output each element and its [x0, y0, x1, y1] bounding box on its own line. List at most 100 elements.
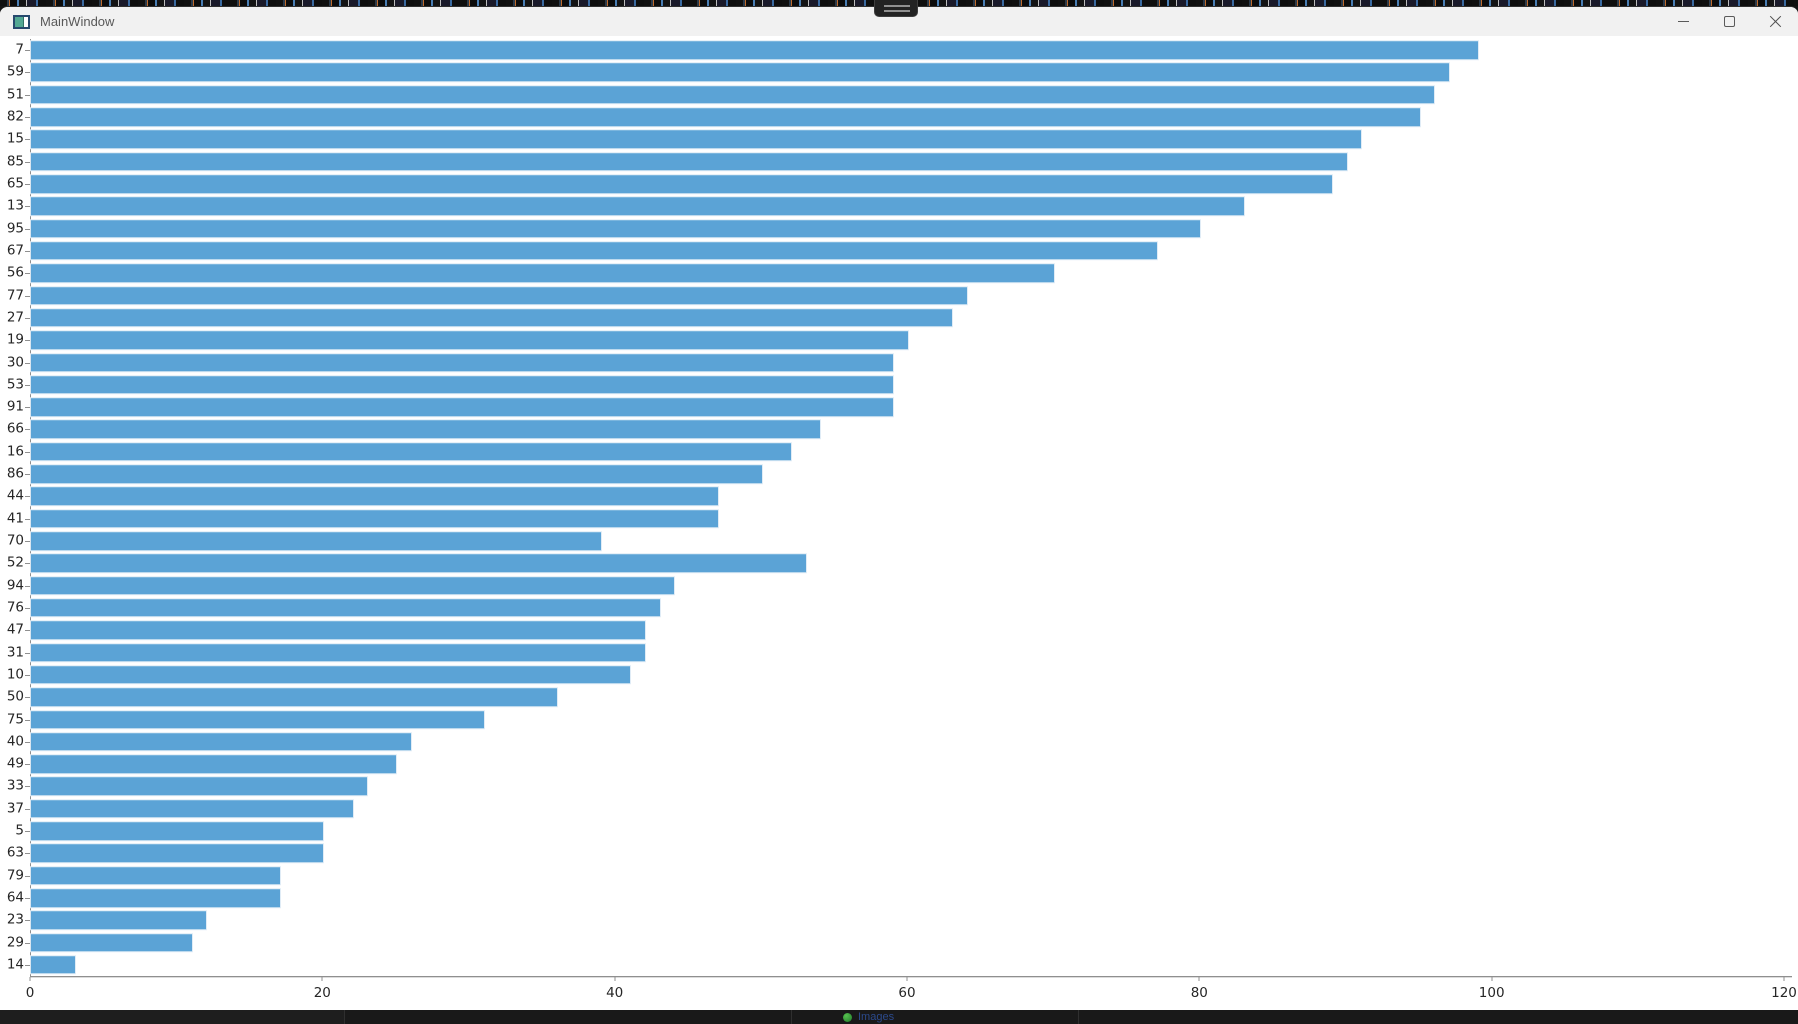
y-tick-mark — [25, 496, 30, 498]
y-tick-mark — [25, 72, 30, 74]
bar — [31, 41, 1478, 59]
chart-row: 79 — [0, 865, 1798, 887]
y-tick-label: 91 — [6, 398, 24, 415]
x-tick-mark — [906, 977, 908, 981]
close-button[interactable] — [1752, 7, 1798, 36]
bar — [31, 666, 631, 684]
y-tick-label: 82 — [6, 108, 24, 125]
y-tick-label: 49 — [6, 755, 24, 772]
handle-line — [884, 5, 910, 7]
bar — [31, 63, 1449, 82]
taskbar-segment[interactable] — [344, 1010, 791, 1024]
y-tick-mark — [25, 384, 30, 386]
bar — [31, 733, 411, 751]
y-tick-label: 76 — [6, 599, 24, 616]
y-tick-label: 53 — [6, 376, 24, 393]
bar — [31, 175, 1332, 193]
chart-row: 52 — [0, 552, 1798, 574]
chart-row: 14 — [0, 954, 1798, 976]
chart-row: 59 — [0, 61, 1798, 83]
x-axis-spine — [30, 976, 1792, 977]
bar — [31, 643, 645, 662]
bar — [31, 822, 324, 840]
minimize-button[interactable] — [1660, 7, 1706, 36]
y-tick-label: 65 — [6, 175, 24, 192]
y-tick-label: 29 — [6, 933, 24, 950]
y-tick-label: 94 — [6, 576, 24, 593]
chart-row: 5 — [0, 820, 1798, 842]
y-tick-label: 23 — [6, 911, 24, 928]
y-tick-label: 67 — [6, 242, 24, 259]
y-tick-mark — [25, 206, 30, 208]
close-icon — [1769, 15, 1782, 28]
y-tick-label: 95 — [6, 219, 24, 236]
bar — [31, 108, 1420, 126]
y-tick-label: 85 — [6, 152, 24, 169]
y-tick-label: 40 — [6, 733, 24, 750]
chart-row: 19 — [0, 329, 1798, 351]
y-tick-label: 56 — [6, 264, 24, 281]
y-tick-mark — [25, 719, 30, 721]
y-tick-mark — [25, 317, 30, 319]
bar — [31, 264, 1055, 283]
bar — [31, 465, 762, 483]
y-tick-mark — [25, 630, 30, 632]
bar — [31, 866, 280, 885]
y-tick-label: 19 — [6, 331, 24, 348]
bar — [31, 889, 280, 907]
y-tick-mark — [25, 228, 30, 230]
y-tick-mark — [25, 697, 30, 699]
bar — [31, 576, 675, 595]
bar — [31, 599, 660, 617]
chart-row: 30 — [0, 351, 1798, 373]
bar — [31, 86, 1435, 104]
taskbar-segment[interactable] — [1078, 1010, 1340, 1024]
screen-drag-handle[interactable] — [874, 0, 918, 17]
x-tick-label: 120 — [1771, 985, 1797, 1001]
y-tick-mark — [25, 942, 30, 944]
y-tick-mark — [25, 340, 30, 342]
maximize-button[interactable] — [1706, 7, 1752, 36]
y-tick-mark — [25, 429, 30, 431]
chart-row: 15 — [0, 128, 1798, 150]
y-tick-mark — [25, 250, 30, 252]
x-tick-mark — [321, 977, 323, 981]
chart-row: 13 — [0, 195, 1798, 217]
chart-row: 67 — [0, 240, 1798, 262]
bar — [31, 197, 1245, 216]
chart-row: 50 — [0, 686, 1798, 708]
bar — [31, 710, 485, 729]
y-tick-mark — [25, 541, 30, 543]
y-tick-label: 59 — [6, 63, 24, 80]
chart-row: 85 — [0, 151, 1798, 173]
y-tick-label: 44 — [6, 487, 24, 504]
y-tick-mark — [25, 786, 30, 788]
taskbar-sliver[interactable]: Images — [0, 1010, 1798, 1024]
chart-row: 40 — [0, 731, 1798, 753]
y-tick-label: 16 — [6, 443, 24, 460]
x-tick-mark — [1783, 977, 1785, 981]
y-tick-mark — [25, 674, 30, 676]
chart-row: 49 — [0, 753, 1798, 775]
bar — [31, 621, 645, 640]
chart-row: 23 — [0, 909, 1798, 931]
y-tick-label: 41 — [6, 509, 24, 526]
chart-row: 70 — [0, 530, 1798, 552]
chart-row: 65 — [0, 173, 1798, 195]
chart-row: 76 — [0, 597, 1798, 619]
window-controls — [1660, 7, 1798, 36]
handle-line — [884, 10, 910, 12]
y-tick-mark — [25, 184, 30, 186]
taskbar-segment[interactable] — [791, 1010, 1078, 1024]
x-axis: 0 20 40 60 80 100 120 — [26, 976, 1797, 1010]
y-tick-mark — [25, 652, 30, 654]
y-tick-label: 27 — [6, 309, 24, 326]
taskbar-app[interactable]: Images — [843, 1011, 894, 1023]
bar — [31, 532, 602, 550]
chart-row: 56 — [0, 262, 1798, 284]
taskbar-segment[interactable] — [0, 1010, 344, 1024]
app-window-icon — [13, 14, 30, 29]
x-tick-mark — [614, 977, 616, 981]
y-tick-mark — [25, 295, 30, 297]
